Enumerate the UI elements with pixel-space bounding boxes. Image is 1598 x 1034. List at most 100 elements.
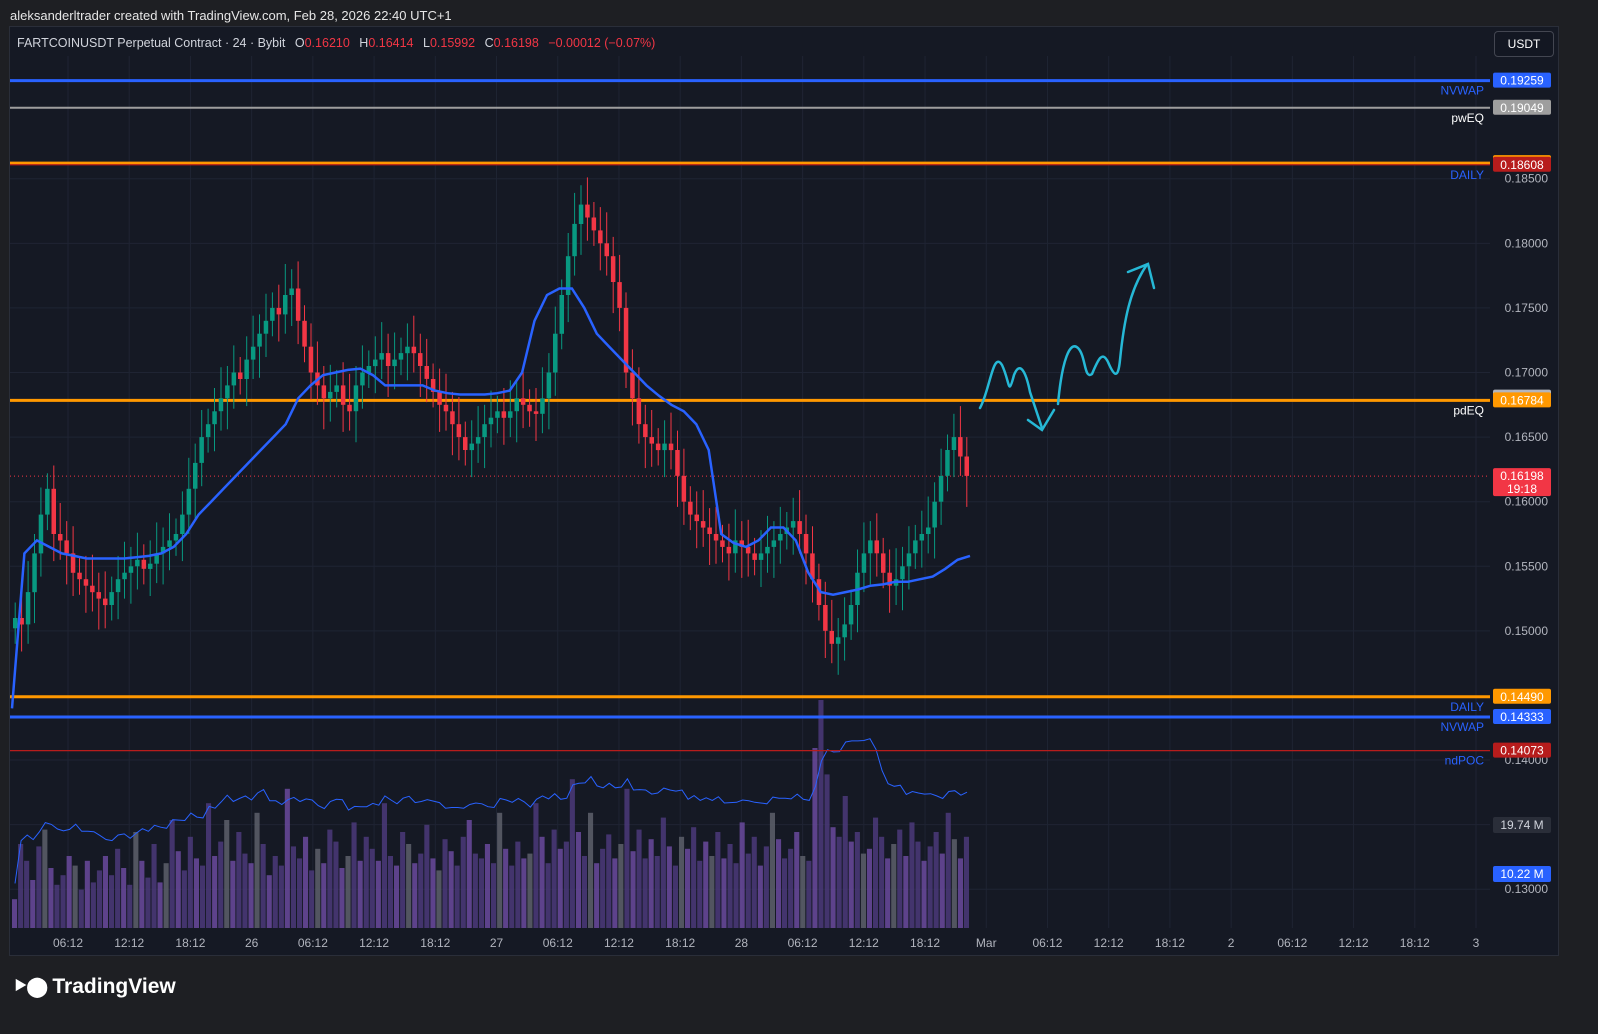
candle-body bbox=[482, 424, 487, 438]
x-tick-label: 18:12 bbox=[175, 936, 205, 950]
candle-body bbox=[405, 346, 410, 354]
volume-bar bbox=[854, 832, 860, 928]
candle-body bbox=[456, 424, 462, 438]
volume-bar bbox=[800, 856, 806, 928]
volume-bar bbox=[848, 841, 854, 928]
candle-body bbox=[109, 592, 114, 605]
candle-body bbox=[32, 553, 37, 593]
price-tag bbox=[1493, 72, 1551, 88]
volume-bar bbox=[60, 875, 66, 928]
volume-bar bbox=[290, 846, 296, 928]
x-tick-label: 06:12 bbox=[298, 936, 328, 950]
volume-bar bbox=[763, 846, 769, 928]
candle-body bbox=[276, 307, 282, 315]
volume-bar bbox=[600, 848, 606, 928]
price-tag bbox=[1493, 709, 1551, 725]
candle-body bbox=[668, 443, 674, 451]
volume-bar bbox=[133, 832, 139, 928]
chart-pane[interactable] bbox=[9, 26, 1559, 956]
candle-body bbox=[868, 540, 873, 554]
candle-body bbox=[565, 256, 571, 295]
x-tick-label: 26 bbox=[245, 936, 259, 950]
volume-bar bbox=[394, 865, 400, 928]
currency-button[interactable]: USDT bbox=[1494, 31, 1554, 57]
x-tick-label: Mar bbox=[976, 936, 997, 950]
price-tag bbox=[1493, 156, 1551, 172]
volume-bar bbox=[436, 870, 442, 928]
candle-body bbox=[951, 437, 957, 450]
y-tick-label: 0.17000 bbox=[1505, 366, 1549, 380]
volume-bar bbox=[545, 863, 551, 928]
volume-bar bbox=[963, 836, 969, 928]
candle-body bbox=[347, 404, 352, 412]
volume-bar bbox=[151, 844, 157, 928]
volume-bar bbox=[927, 846, 933, 928]
candle-body bbox=[488, 417, 494, 425]
candle-body bbox=[122, 572, 127, 580]
volume-bar bbox=[630, 851, 636, 928]
candle-body bbox=[70, 553, 76, 573]
price-tag-label: 0.14073 bbox=[1500, 744, 1544, 758]
candle-body bbox=[919, 534, 924, 541]
candle-body bbox=[450, 411, 455, 425]
candle-body bbox=[180, 514, 185, 534]
y-tick-label: 0.16500 bbox=[1505, 430, 1549, 444]
candle-body bbox=[707, 527, 712, 534]
price-tag-label: 0.16198 bbox=[1500, 469, 1544, 483]
volume-bar bbox=[363, 836, 369, 928]
candle-body bbox=[225, 385, 230, 399]
volume-bar bbox=[697, 860, 703, 928]
level-name: NVWAP bbox=[1440, 84, 1484, 98]
volume-bar bbox=[703, 841, 709, 928]
volume-bar bbox=[648, 839, 654, 928]
candle-body bbox=[906, 553, 912, 567]
tradingview-logo[interactable]: ⯈⬤ TradingView bbox=[12, 974, 176, 999]
volume-bar bbox=[339, 868, 345, 928]
projection-arrowhead-up bbox=[1126, 262, 1156, 290]
volume-bar bbox=[776, 839, 782, 928]
candle-body bbox=[353, 385, 359, 412]
volume-bar bbox=[660, 817, 666, 928]
volume-bar bbox=[78, 889, 84, 928]
volume-bar bbox=[24, 860, 30, 928]
volume-bar bbox=[236, 832, 242, 928]
volume-bar bbox=[72, 865, 78, 928]
volume-bar bbox=[745, 853, 751, 928]
volume-bar bbox=[860, 853, 866, 928]
candle-body bbox=[340, 385, 346, 405]
volume-bar bbox=[594, 863, 600, 928]
candle-body bbox=[443, 404, 449, 412]
candle-body bbox=[726, 546, 732, 554]
candle-body bbox=[334, 385, 339, 392]
volume-bar bbox=[218, 841, 224, 928]
candle-body bbox=[469, 443, 474, 451]
volume-bar bbox=[624, 788, 630, 928]
x-tick-label: 2 bbox=[1228, 936, 1235, 950]
candle-body bbox=[649, 437, 654, 444]
y-tick-label: 0.18000 bbox=[1505, 236, 1549, 250]
x-tick-label: 06:12 bbox=[53, 936, 83, 950]
volume-bar bbox=[321, 863, 327, 928]
volume-bar bbox=[903, 856, 909, 928]
candle-body bbox=[604, 243, 609, 257]
volume-bar bbox=[733, 863, 739, 928]
volume-bar bbox=[139, 860, 145, 928]
candle-body bbox=[520, 398, 526, 405]
candle-body bbox=[308, 346, 314, 373]
candle-body bbox=[508, 411, 513, 418]
volume-bar bbox=[175, 851, 181, 928]
close-label: C bbox=[484, 36, 494, 50]
high-label: H bbox=[359, 36, 369, 50]
candle-body bbox=[411, 346, 417, 354]
candle-body bbox=[270, 307, 275, 321]
level-name: DAILY bbox=[1450, 168, 1484, 182]
candle-body bbox=[501, 411, 507, 418]
volume-bar bbox=[169, 820, 175, 928]
volume-bar bbox=[284, 788, 290, 928]
level-name: pwEQ bbox=[1451, 111, 1484, 125]
volume-bar bbox=[48, 868, 54, 928]
y-tick-label: 0.13000 bbox=[1505, 882, 1549, 896]
candle-body bbox=[103, 598, 108, 606]
candle-body bbox=[514, 398, 519, 412]
